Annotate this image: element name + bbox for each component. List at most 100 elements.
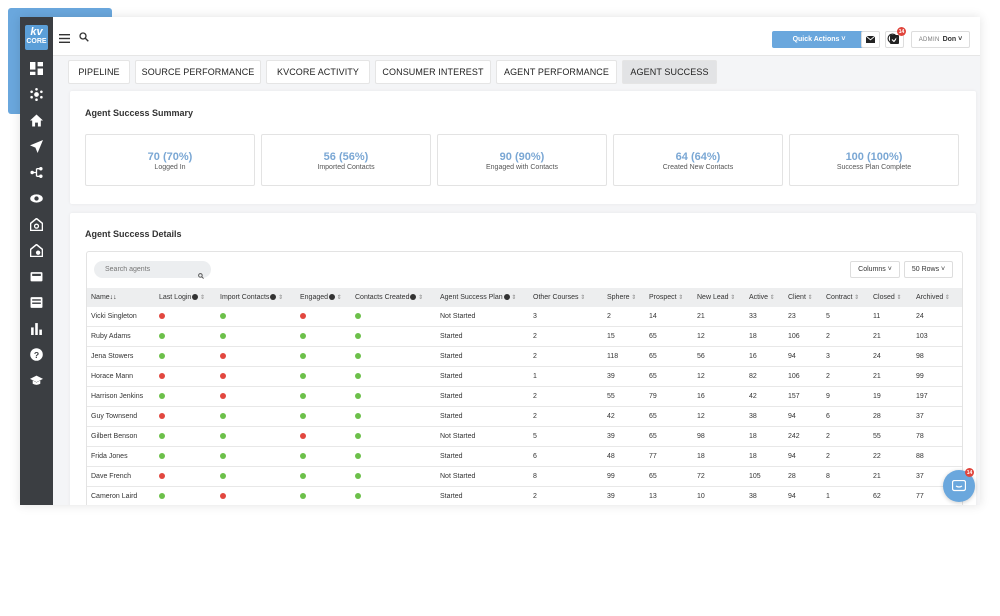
column-header-label: Agent Success Plan	[440, 294, 503, 301]
column-header[interactable]: New Lead ⇕	[693, 288, 745, 307]
table-cell: 2	[822, 326, 869, 347]
sort-icon[interactable]: ⇕	[198, 295, 206, 301]
sort-icon[interactable]: ⇕	[629, 295, 637, 301]
column-header[interactable]: Client ⇕	[784, 288, 822, 307]
kvcore-logo[interactable]: kv CORE	[25, 25, 48, 50]
tab-agent-performance[interactable]: AGENT PERFORMANCE	[496, 60, 617, 84]
column-header[interactable]: Prospect ⇕	[645, 288, 693, 307]
help-icon[interactable]: ?	[27, 346, 45, 362]
sort-icon[interactable]: ⇕	[335, 295, 342, 301]
column-header[interactable]: Active ⇕	[745, 288, 784, 307]
tab-source-performance[interactable]: SOURCE PERFORMANCE	[135, 60, 261, 84]
eye-icon[interactable]	[27, 190, 45, 206]
info-icon[interactable]	[410, 294, 417, 301]
sort-icon[interactable]: ⇕	[894, 295, 902, 301]
column-header[interactable]: Sphere ⇕	[603, 288, 645, 307]
column-header[interactable]: Contract ⇕	[822, 288, 869, 307]
send-icon[interactable]	[27, 138, 45, 154]
chat-button[interactable]: 14	[943, 468, 975, 502]
house-search-icon[interactable]	[27, 216, 45, 232]
table-row[interactable]: Cameron Laird Started 2 39 13 10 38 94 1 62 77	[87, 486, 962, 505]
tab-pipeline[interactable]: PIPELINE	[68, 60, 130, 84]
network-icon[interactable]	[27, 86, 45, 102]
table-cell: 98	[693, 426, 745, 447]
tab-agent-success[interactable]: AGENT SUCCESS	[622, 60, 717, 84]
column-header[interactable]: Name↓↓	[87, 288, 155, 307]
sort-icon[interactable]: ⇕	[728, 295, 736, 301]
status-cell	[155, 386, 216, 407]
column-header[interactable]: Engaged ⇕	[296, 288, 351, 307]
menu-icon[interactable]	[59, 30, 70, 48]
table-row[interactable]: Vicki Singleton Not Started 3 2 14 21 33 23 5 11 2…	[87, 307, 962, 327]
table-cell: 78	[912, 426, 962, 447]
column-header[interactable]: Other Courses ⇕	[529, 288, 603, 307]
top-bar: Quick Actions ˅ 14 ADMIN Don ˅	[53, 17, 980, 56]
graduation-cap-icon[interactable]	[27, 372, 45, 388]
sort-icon[interactable]: ⇕	[416, 295, 424, 301]
info-icon[interactable]	[503, 294, 510, 301]
info-icon[interactable]	[192, 294, 199, 301]
table-cell: 65	[645, 326, 693, 347]
stat-imported-contacts: 56 (56%) Imported Contacts	[261, 134, 431, 186]
column-header[interactable]: Import Contacts ⇕	[216, 288, 296, 307]
status-cell	[296, 426, 351, 447]
agent-search-input[interactable]	[94, 261, 211, 278]
column-header[interactable]: Last Login ⇕	[155, 288, 216, 307]
table-cell: 242	[784, 426, 822, 447]
column-header-label: Engaged	[300, 294, 329, 301]
flow-icon[interactable]	[27, 164, 45, 180]
table-row[interactable]: Harrison Jenkins Started 2 55 79 16 42 157 9 19 19…	[87, 386, 962, 407]
printer-icon[interactable]	[27, 294, 45, 310]
column-header[interactable]: Closed ⇕	[869, 288, 912, 307]
inbox-icon[interactable]	[27, 268, 45, 284]
chat-icon	[952, 479, 966, 491]
tab-consumer-interest[interactable]: CONSUMER INTEREST	[375, 60, 491, 84]
sort-icon[interactable]: ⇕	[676, 295, 684, 301]
table-cell: 62	[869, 486, 912, 505]
table-row[interactable]: Guy Townsend Started 2 42 65 12 38 94 6 28 37	[87, 406, 962, 427]
column-header[interactable]: Agent Success Plan ⇕	[436, 288, 529, 307]
table-cell: 12	[693, 406, 745, 427]
column-header[interactable]: Archived ⇕	[912, 288, 962, 307]
column-header-label: Active	[749, 294, 769, 301]
table-row[interactable]: Ruby Adams Started 2 15 65 12 18 106 2 21 103	[87, 326, 962, 347]
table-row[interactable]: Jena Stowers Started 2 118 65 56 16 94 3 24 98	[87, 346, 962, 367]
user-menu[interactable]: ADMIN Don ˅	[911, 31, 970, 48]
column-header-label: New Lead	[697, 294, 729, 301]
quick-actions-button[interactable]: Quick Actions ˅	[772, 31, 866, 48]
house-settings-icon[interactable]	[27, 242, 45, 258]
home-icon[interactable]	[27, 112, 45, 128]
table-row[interactable]: Frida Jones Started 6 48 77 18 18 94 2 22 88	[87, 446, 962, 467]
column-header[interactable]: Contacts Created ⇕	[351, 288, 436, 307]
sort-icon[interactable]: ⇕	[509, 295, 517, 301]
status-cell	[351, 346, 436, 367]
table-row[interactable]: Gilbert Benson Not Started 5 39 65 98 18 242 2 55…	[87, 426, 962, 447]
sort-icon[interactable]: ⇕	[943, 295, 950, 301]
dashboard-icon[interactable]	[27, 60, 45, 76]
status-cell	[296, 346, 351, 367]
sort-icon[interactable]: ⇕	[276, 295, 284, 301]
info-icon[interactable]	[329, 294, 336, 301]
table-cell: 2	[822, 366, 869, 387]
table-row[interactable]: Dave French Not Started 8 99 65 72 105 28 8 21 37	[87, 466, 962, 487]
table-row[interactable]: Horace Mann Started 1 39 65 12 82 106 2 21 99	[87, 366, 962, 387]
status-cell	[155, 307, 216, 327]
mail-button[interactable]	[861, 31, 880, 48]
info-icon[interactable]	[270, 294, 277, 301]
history-button[interactable]	[887, 31, 898, 49]
bar-chart-icon[interactable]	[27, 320, 45, 336]
check-circle-icon	[220, 413, 226, 420]
table-cell: Started	[436, 406, 529, 427]
stat-logged-in: 70 (70%) Logged In	[85, 134, 255, 186]
sort-icon[interactable]: ⇕	[805, 295, 813, 301]
sort-icon[interactable]: ⇕	[852, 295, 860, 301]
search-icon[interactable]	[79, 29, 89, 47]
columns-button[interactable]: Columns ˅	[850, 261, 900, 278]
rows-per-page-button[interactable]: 50 Rows ˅	[904, 261, 953, 278]
sort-icon[interactable]: ⇕	[578, 295, 586, 301]
sort-icon[interactable]: ⇕	[768, 295, 775, 301]
tab-kvcore-activity[interactable]: KVCORE ACTIVITY	[266, 60, 370, 84]
status-cell	[296, 486, 351, 505]
check-circle-icon	[355, 393, 361, 400]
x-circle-icon	[159, 313, 165, 320]
